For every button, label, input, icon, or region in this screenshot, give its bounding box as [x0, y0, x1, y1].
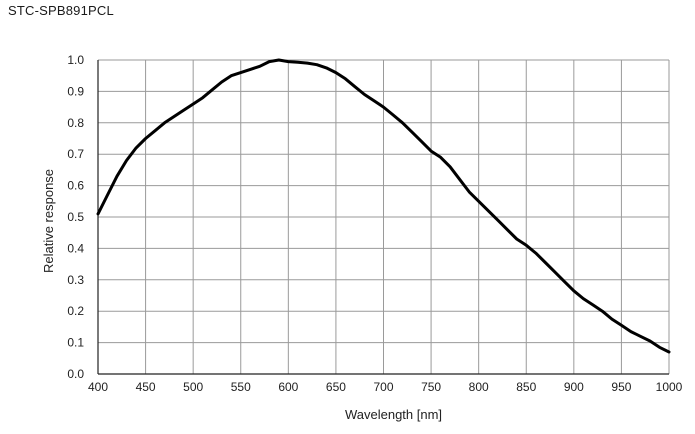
x-tick-label: 800 [469, 380, 489, 394]
axis-layer [97, 60, 669, 375]
y-tick-label: 0.5 [67, 210, 84, 224]
y-tick-label: 0.2 [67, 304, 84, 318]
y-tick-label: 1.0 [67, 53, 84, 67]
y-tick-label: 0.1 [67, 336, 84, 350]
x-axis-title: Wavelength [nm] [345, 407, 442, 422]
x-tick-label: 450 [136, 380, 156, 394]
y-tick-label: 0.6 [67, 179, 84, 193]
x-tick-label: 500 [183, 380, 203, 394]
y-tick-label: 0.9 [67, 84, 84, 98]
series-layer [96, 58, 671, 354]
x-tick-label: 600 [278, 380, 298, 394]
x-tick-label: 850 [516, 380, 536, 394]
chart-title: STC-SPB891PCL [8, 3, 114, 18]
grid-layer [97, 59, 670, 375]
x-tick-label: 700 [373, 380, 393, 394]
y-tick-label: 0.8 [67, 116, 84, 130]
y-tick-label: 0.7 [67, 147, 84, 161]
y-tick-label: 0.0 [67, 367, 84, 381]
x-tick-label: 650 [326, 380, 346, 394]
y-tick-label: 0.3 [67, 273, 84, 287]
y-tick-label: 0.4 [67, 241, 84, 255]
x-tick-label: 1000 [656, 380, 683, 394]
y-axis-title: Relative response [41, 169, 56, 273]
x-tick-label: 400 [88, 380, 108, 394]
x-tick-label: 950 [611, 380, 631, 394]
response-curve-line [96, 58, 671, 354]
label-layer: 400 450 500 550 600 650 700 750 800 850 900 950 1000… [41, 53, 683, 422]
x-tick-label: 550 [231, 380, 251, 394]
x-tick-label: 750 [421, 380, 441, 394]
x-tick-label: 900 [564, 380, 584, 394]
